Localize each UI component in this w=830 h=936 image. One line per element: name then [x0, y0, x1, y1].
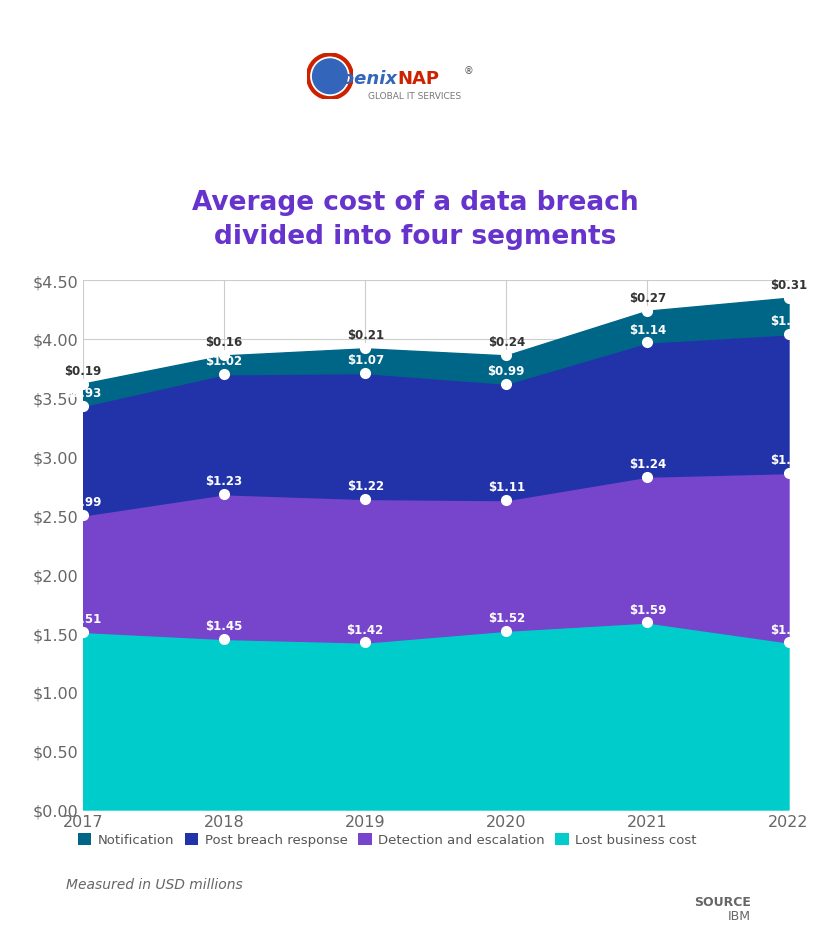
Text: $1.42: $1.42 [770, 622, 807, 636]
Text: $1.22: $1.22 [347, 479, 383, 492]
Text: Measured in USD millions: Measured in USD millions [66, 878, 243, 891]
Text: phoenix: phoenix [315, 69, 397, 88]
Text: $1.14: $1.14 [629, 323, 666, 336]
Text: $1.59: $1.59 [628, 603, 666, 616]
Text: GLOBAL IT SERVICES: GLOBAL IT SERVICES [369, 92, 461, 101]
Text: $1.02: $1.02 [206, 355, 242, 368]
Text: NAP: NAP [398, 69, 440, 88]
Text: $1.24: $1.24 [629, 457, 666, 470]
Text: IBM: IBM [728, 909, 751, 922]
Text: $1.45: $1.45 [205, 620, 243, 633]
Text: $0.99: $0.99 [64, 496, 102, 509]
Circle shape [313, 60, 347, 95]
Text: $0.16: $0.16 [206, 336, 242, 349]
Text: $1.23: $1.23 [206, 475, 242, 488]
Text: Average cost of a data breach
divided into four segments: Average cost of a data breach divided in… [192, 190, 638, 250]
Text: $0.19: $0.19 [65, 364, 101, 377]
Text: $1.51: $1.51 [65, 612, 101, 625]
Text: $0.27: $0.27 [629, 291, 666, 304]
Text: ®: ® [463, 66, 473, 76]
Text: $0.31: $0.31 [770, 279, 807, 291]
Text: $0.93: $0.93 [65, 387, 101, 400]
Text: $1.18: $1.18 [770, 314, 807, 328]
Text: $0.99: $0.99 [487, 364, 525, 377]
Text: $1.42: $1.42 [347, 622, 383, 636]
Text: $1.07: $1.07 [347, 354, 383, 367]
Legend: Notification, Post breach response, Detection and escalation, Lost business cost: Notification, Post breach response, Dete… [73, 827, 702, 852]
Text: $0.24: $0.24 [488, 336, 525, 349]
Text: $1.11: $1.11 [488, 481, 525, 493]
Text: SOURCE: SOURCE [694, 895, 751, 908]
Text: $0.21: $0.21 [347, 329, 383, 342]
Text: $1.52: $1.52 [488, 611, 525, 624]
Text: $1.44: $1.44 [769, 454, 808, 466]
